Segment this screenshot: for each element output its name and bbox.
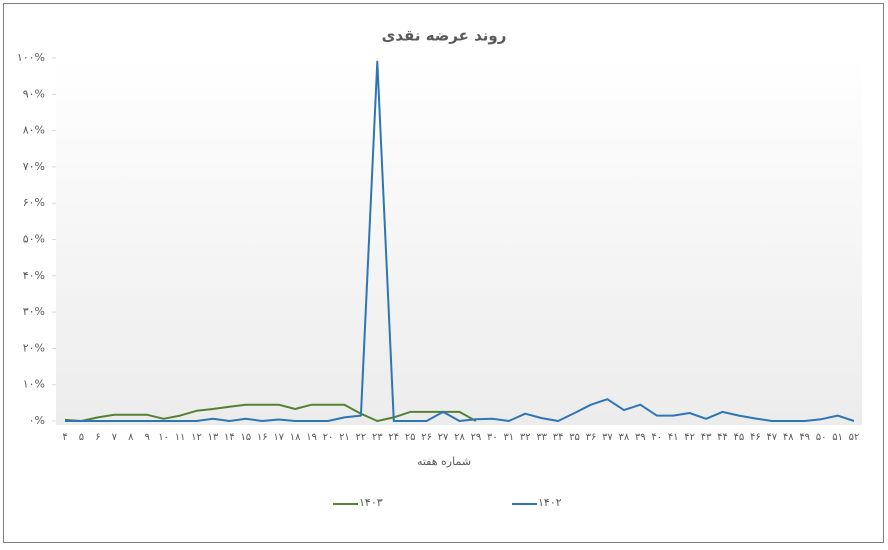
y-tick-label: ۸۰% xyxy=(23,124,45,137)
plot-area xyxy=(56,55,862,425)
x-tick-label: ۵۱ xyxy=(832,432,843,443)
x-tick-label: ۴۱ xyxy=(668,432,679,443)
x-tick-label: ۱۷ xyxy=(273,432,284,443)
x-tick-label: ۴۸ xyxy=(783,432,794,443)
y-tick-label: ۲۰% xyxy=(23,341,45,354)
x-tick-label: ۴ xyxy=(62,432,67,443)
x-tick-label: ۳۹ xyxy=(635,432,646,443)
x-tick-label: ۴۴ xyxy=(717,432,728,443)
x-tick-label: ۱۲ xyxy=(191,432,202,443)
x-tick-label: ۱۱ xyxy=(175,432,186,443)
x-tick-label: ۱۰ xyxy=(158,432,169,443)
x-tick-label: ۴۶ xyxy=(750,432,761,443)
series-line xyxy=(64,403,477,422)
chart-title: روند عرضه نقدی xyxy=(382,27,507,45)
y-tick-label: ۶۰% xyxy=(23,196,45,209)
y-tick-label: ۱۰% xyxy=(23,378,45,391)
x-tick-label: ۳۶ xyxy=(586,432,597,443)
x-tick-label: ۱۹ xyxy=(306,432,317,443)
x-axis-title: شماره هفته xyxy=(417,455,471,468)
x-tick-label: ۴۳ xyxy=(701,432,712,443)
x-tick-label: ۱۶ xyxy=(257,432,268,443)
x-tick-label: ۱۳ xyxy=(208,432,219,443)
x-tick-label: ۵۲ xyxy=(849,432,860,443)
x-tick-label: ۴۹ xyxy=(799,432,810,443)
x-tick-label: ۳۳ xyxy=(536,432,547,443)
x-tick-label: ۹ xyxy=(145,432,150,443)
x-tick-label: ۳۵ xyxy=(569,432,580,443)
y-tick-label: ۷۰% xyxy=(23,160,45,173)
x-tick-label: ۴۷ xyxy=(766,432,777,443)
x-tick-label: ۴۰ xyxy=(651,432,662,443)
y-tick-label: ۴۰% xyxy=(23,269,45,282)
x-tick-label: ۱۵ xyxy=(240,432,251,443)
x-tick-label: ۲۲ xyxy=(356,432,367,443)
x-tick-label: ۲۸ xyxy=(454,432,465,443)
x-tick-label: ۳۸ xyxy=(619,432,630,443)
x-tick-label: ۲۶ xyxy=(421,432,432,443)
x-tick-label: ۷ xyxy=(112,432,118,443)
x-tick-label: ۸ xyxy=(128,432,134,443)
x-tick-label: ۵ xyxy=(79,432,84,443)
x-tick-label: ۲۳ xyxy=(372,432,383,443)
x-tick-label: ۲۴ xyxy=(388,432,399,443)
y-tick-label: ۳۰% xyxy=(23,305,45,318)
x-tick-label: ۲۵ xyxy=(405,432,416,443)
y-tick-label: ۹۰% xyxy=(23,87,45,100)
x-tick-label: ۵۰ xyxy=(816,432,827,443)
x-tick-label: ۲۰ xyxy=(323,432,334,443)
x-tick-label: ۳۱ xyxy=(503,432,514,443)
y-tick-label: ۵۰% xyxy=(23,233,45,246)
x-tick-label: ۳۷ xyxy=(602,432,613,443)
x-tick-label: ۳۴ xyxy=(553,432,564,443)
series-line xyxy=(65,60,855,422)
x-tick-label: ۱۴ xyxy=(224,432,235,443)
x-tick-label: ۱۸ xyxy=(290,432,301,443)
x-tick-label: ۲۷ xyxy=(438,432,449,443)
x-tick-label: ۴۲ xyxy=(684,432,695,443)
x-tick-label: ۶ xyxy=(95,432,100,443)
legend-label: ۱۴۰۲ xyxy=(538,496,562,509)
x-tick-label: ۳۰ xyxy=(487,432,498,443)
x-tick-label: ۲۱ xyxy=(339,432,350,443)
x-tick-label: ۳۲ xyxy=(520,432,531,443)
legend-label: ۱۴۰۳ xyxy=(359,496,383,509)
x-tick-label: ۲۹ xyxy=(471,432,482,443)
x-tick-label: ۴۵ xyxy=(734,432,745,443)
y-tick-label: ۰% xyxy=(29,414,45,427)
y-tick-label: ۱۰۰% xyxy=(17,51,45,64)
